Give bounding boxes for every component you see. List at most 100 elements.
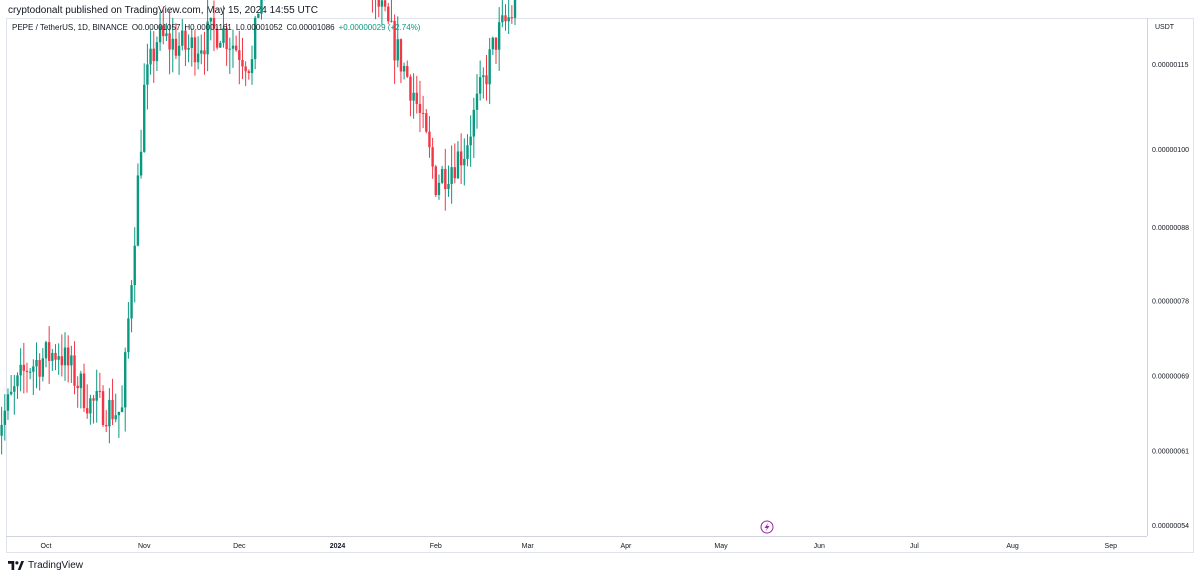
candle-body (431, 147, 434, 167)
candle-body (85, 408, 89, 414)
candle-body (494, 37, 498, 50)
candle-body (117, 411, 121, 416)
candle-body (25, 370, 29, 372)
candle-body (412, 92, 415, 101)
candle-body (383, 0, 387, 7)
x-tick-label: Jul (910, 543, 919, 550)
candle-body (399, 39, 403, 72)
candle-body (225, 28, 228, 50)
candle-body (13, 386, 16, 392)
candle-body (63, 347, 67, 366)
candle-body (257, 13, 260, 18)
candle-body (497, 22, 501, 50)
candle-body (16, 375, 19, 387)
legend-symbol[interactable]: PEPE / TetherUS, 1D, BINANCE (12, 23, 128, 32)
candle-body (409, 76, 412, 101)
candle-body (9, 391, 13, 395)
candle-body (466, 145, 469, 159)
candle-body (35, 359, 38, 367)
candle-body (22, 364, 26, 371)
candle-body (0, 424, 3, 436)
candle-body (475, 93, 479, 110)
candle-body (241, 59, 244, 67)
candle-body (234, 45, 238, 51)
candle-body (136, 175, 140, 246)
y-tick-label: 0.00000069 (1152, 374, 1189, 381)
candle-body (485, 75, 488, 85)
candle-body (219, 42, 222, 48)
candle-body (28, 371, 32, 373)
candle-body (215, 28, 219, 48)
x-tick-label: Aug (1006, 543, 1019, 550)
x-tick-label: Sep (1105, 543, 1118, 550)
tradingview-logo-icon (8, 561, 24, 570)
candle-body (513, 0, 517, 18)
candle-body (187, 47, 190, 50)
candle-body (444, 168, 447, 190)
legend-close: C0.00001086 (286, 23, 335, 32)
y-tick-label: 0.00000115 (1152, 62, 1189, 69)
x-tick-label: Apr (620, 543, 632, 550)
candle-body (196, 53, 200, 63)
candle-body (57, 356, 60, 360)
candle-body (250, 59, 254, 74)
candle-body (111, 399, 114, 420)
x-tick-label: Dec (233, 543, 246, 550)
candle-body (47, 342, 51, 361)
legend-low: L0.00001052 (235, 23, 283, 32)
candle-body (212, 17, 216, 29)
candle-body (168, 33, 171, 50)
candle-body (158, 25, 162, 43)
candle-body (387, 6, 390, 22)
candle-body (89, 398, 92, 414)
candle-body (406, 66, 409, 77)
candle-body (152, 48, 155, 62)
candle-body (171, 38, 174, 50)
candle-body (105, 425, 108, 427)
x-tick-label: Oct (41, 543, 52, 550)
candle-body (101, 391, 105, 426)
candle-body (428, 131, 431, 148)
legend-change: +0.00000029 (+2.74%) (338, 23, 421, 32)
candle-body (177, 45, 181, 56)
candle-body (155, 42, 159, 62)
candle-body (488, 49, 491, 85)
candle-body (133, 245, 136, 286)
candle-body (174, 38, 178, 56)
price-scale[interactable] (1147, 18, 1194, 536)
currency-label[interactable]: USDT (1155, 24, 1175, 31)
candle-body (396, 39, 399, 61)
lightning-bolt-shape (764, 522, 770, 532)
candle-body (76, 385, 79, 389)
candle-body (3, 410, 7, 425)
candle-body (238, 50, 241, 60)
candle-body (231, 45, 235, 49)
x-tick-label: May (714, 543, 728, 550)
candle-body (228, 48, 232, 50)
candle-body (203, 50, 206, 55)
candle-body (456, 151, 460, 179)
candle-body (209, 17, 212, 22)
candle-body (206, 21, 209, 55)
x-tick-label: Feb (430, 543, 442, 550)
candle-body (6, 394, 10, 411)
candle-body (450, 167, 453, 184)
lightning-icon[interactable] (760, 520, 774, 534)
brand-name: TradingView (28, 560, 84, 571)
candle-body (51, 352, 54, 361)
candle-body (244, 66, 247, 72)
y-tick-label: 0.00000100 (1152, 147, 1189, 154)
candle-body (98, 391, 102, 393)
candle-body (459, 151, 463, 166)
time-axis[interactable] (6, 536, 1147, 553)
candle-body (38, 359, 41, 377)
candle-body (510, 17, 514, 19)
candle-body (193, 37, 197, 63)
candle-body (82, 373, 86, 409)
footer-brand[interactable]: TradingView (8, 560, 83, 571)
x-tick-label: Nov (138, 543, 151, 550)
candle-body (421, 112, 425, 114)
candle-body (41, 358, 45, 377)
candle-body (149, 48, 152, 65)
